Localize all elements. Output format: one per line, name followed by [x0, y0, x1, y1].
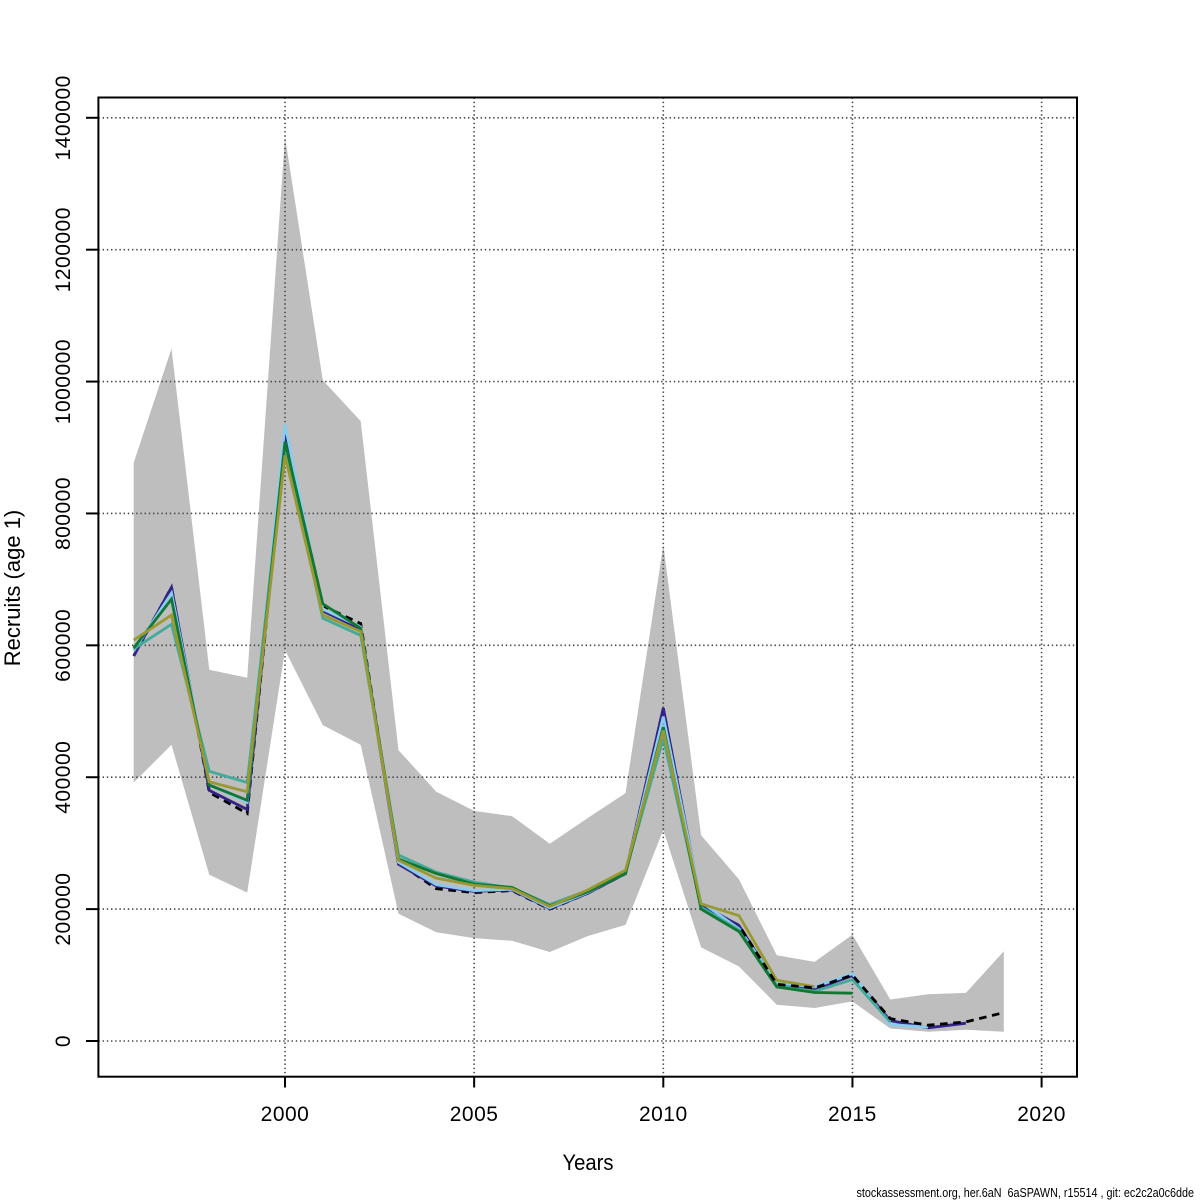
svg-text:2015: 2015	[828, 1103, 877, 1126]
svg-text:2020: 2020	[1017, 1103, 1066, 1126]
svg-text:600000: 600000	[52, 609, 75, 682]
svg-text:1200000: 1200000	[52, 207, 75, 292]
svg-text:1000000: 1000000	[52, 339, 75, 424]
svg-text:800000: 800000	[52, 477, 75, 550]
svg-text:2000: 2000	[261, 1103, 310, 1126]
svg-text:2010: 2010	[639, 1103, 688, 1126]
svg-text:2005: 2005	[450, 1103, 499, 1126]
svg-text:Recruits (age 1): Recruits (age 1)	[0, 510, 25, 667]
svg-text:400000: 400000	[52, 741, 75, 814]
svg-text:200000: 200000	[52, 873, 75, 946]
svg-text:1400000: 1400000	[52, 75, 75, 160]
svg-text:stockassessment.org, her.6aN: stockassessment.org, her.6aN 6aSPAWN, r1…	[857, 1186, 1195, 1200]
svg-text:Years: Years	[563, 1150, 614, 1175]
svg-text:0: 0	[52, 1035, 75, 1047]
